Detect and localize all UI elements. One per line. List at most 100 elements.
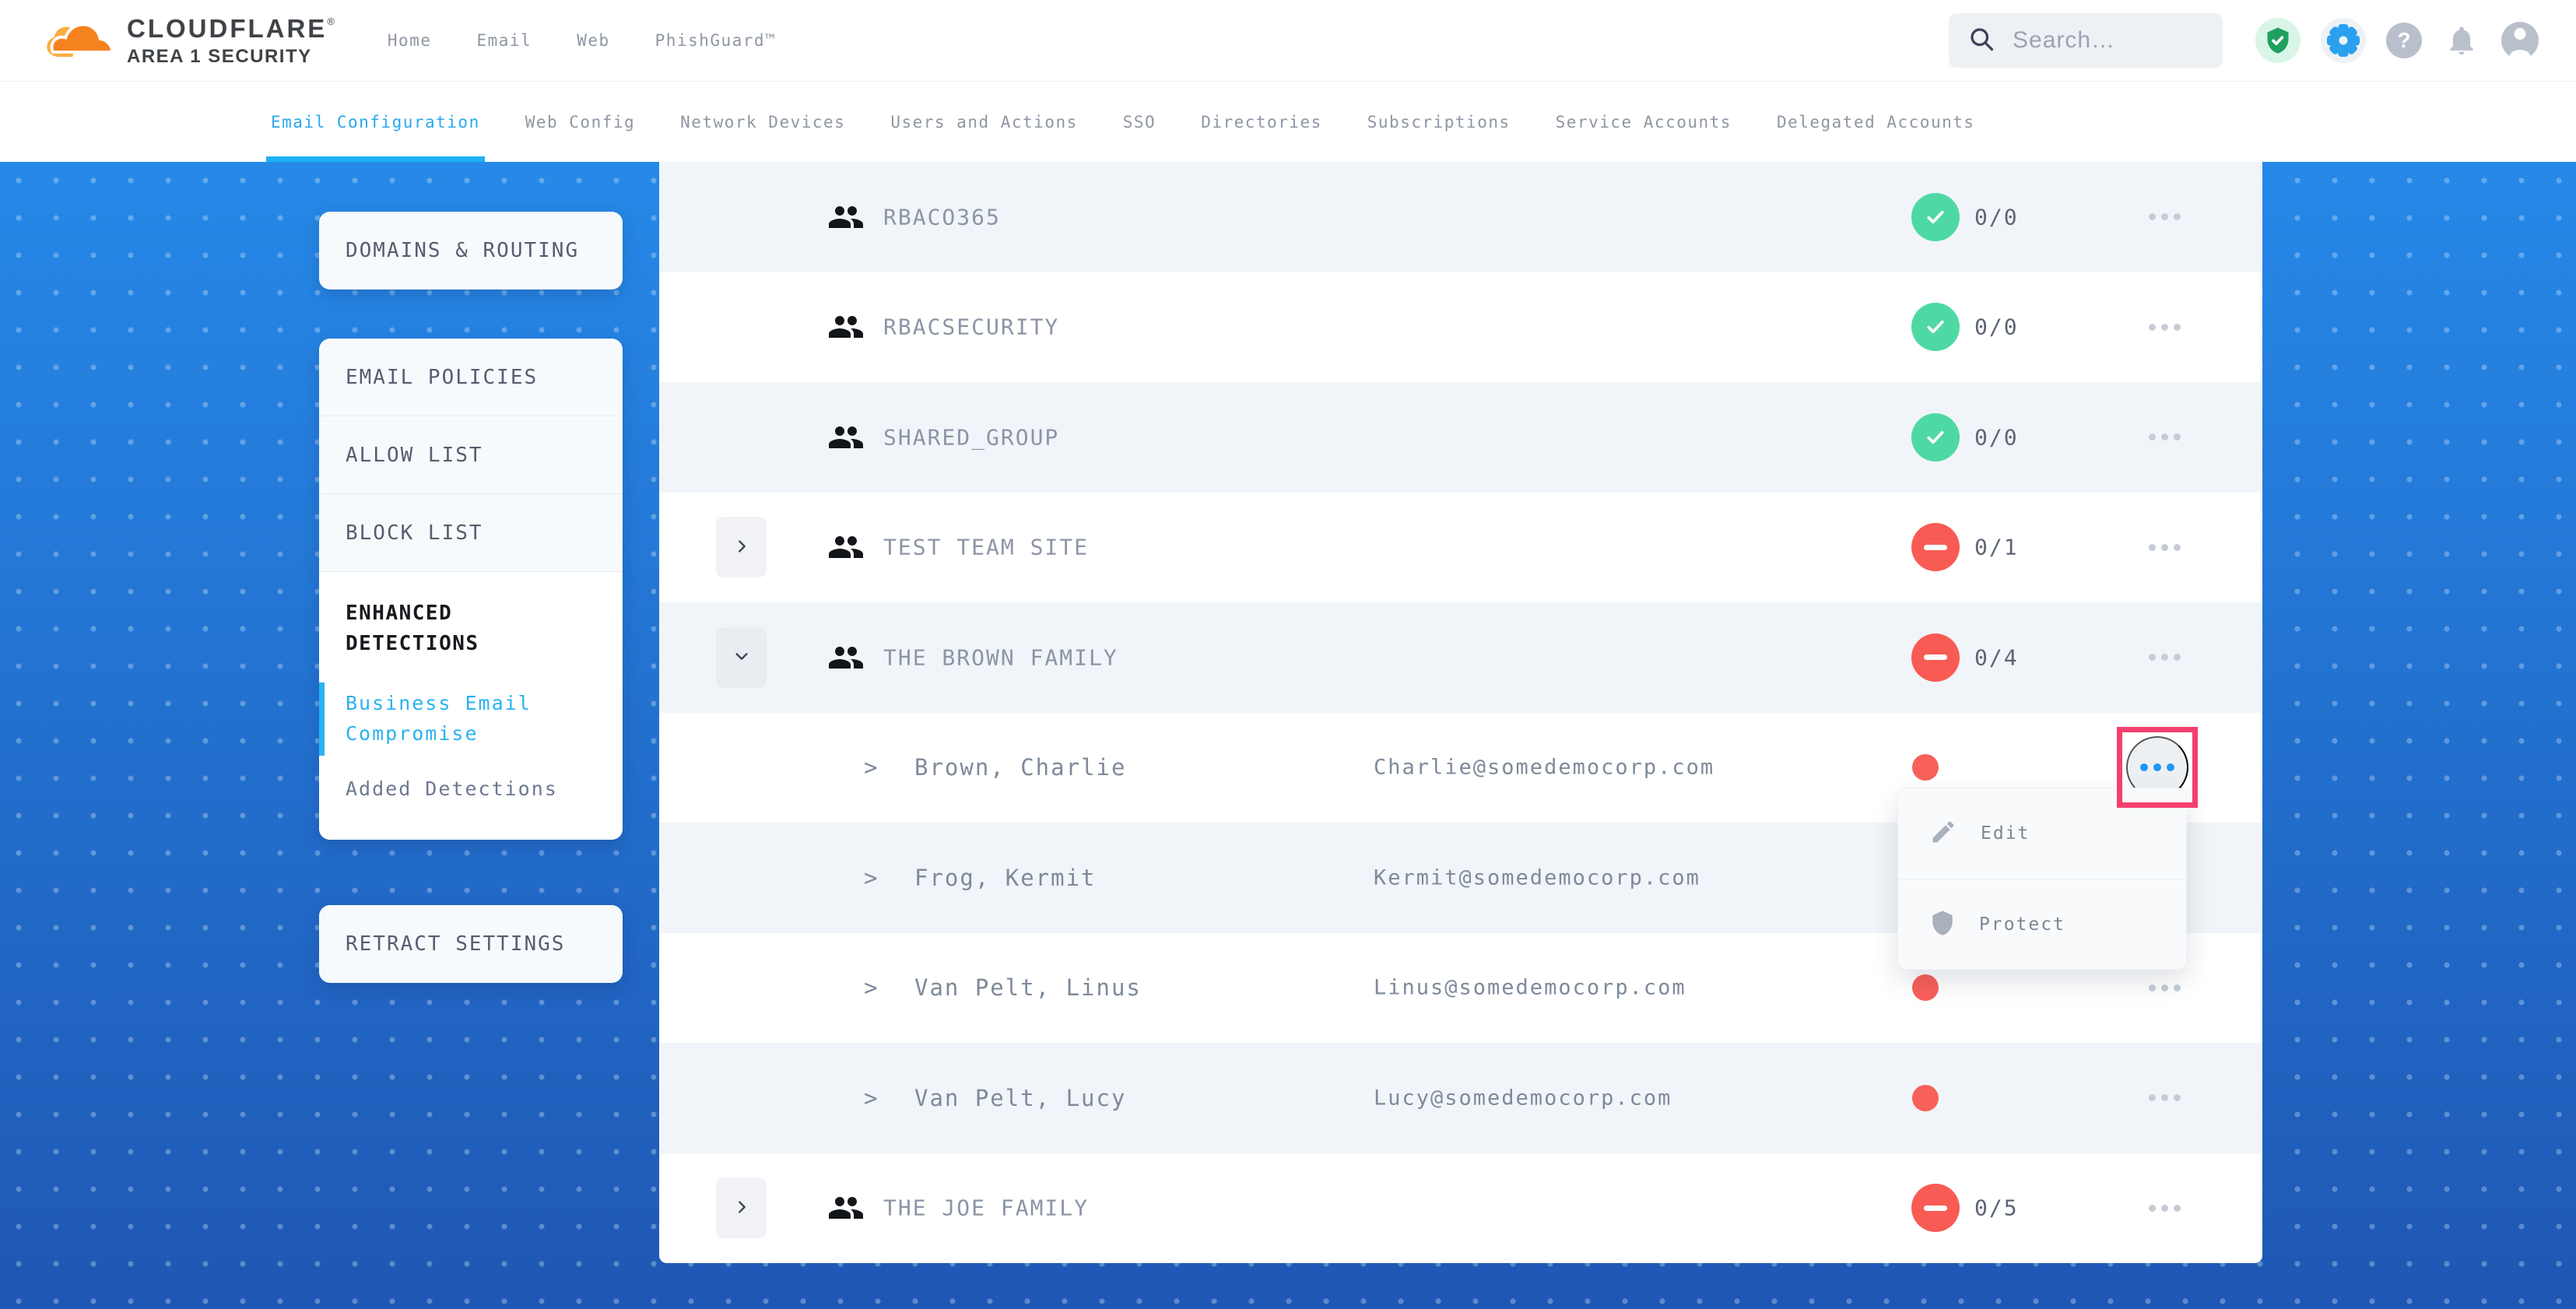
user-name: Frog, Kermit xyxy=(914,864,1097,891)
user-row-caret: > xyxy=(864,1084,878,1111)
protected-check-badge xyxy=(1911,303,1960,352)
search-icon xyxy=(1967,25,1995,56)
groups-table: RBACO365 0/0 RBACSECURITY 0/0 SHARED_G xyxy=(659,162,2262,1263)
sidebar-item-added-detections[interactable]: Added Detections xyxy=(346,777,558,800)
tab-network-devices[interactable]: Network Devices xyxy=(680,113,846,132)
row-context-menu: Edit Protect xyxy=(1897,788,2187,970)
row-overflow-menu-button[interactable] xyxy=(2144,642,2185,673)
sidebar-item-domains-routing[interactable]: DOMAINS & ROUTING xyxy=(319,212,623,290)
cloudflare-logo[interactable]: CLOUDFLARE ® AREA 1 SECURITY xyxy=(43,14,335,68)
tab-sso[interactable]: SSO xyxy=(1122,113,1156,132)
sidebar-item-retract-settings[interactable]: RETRACT SETTINGS xyxy=(319,905,623,983)
protection-count: 0/5 xyxy=(1974,1195,2019,1221)
sidebar-section-enhanced-detections[interactable]: ENHANCED DETECTIONS Business Email Compr… xyxy=(319,572,623,840)
table-row-group: THE BROWN FAMILY 0/4 xyxy=(659,602,2262,713)
chevron-right-icon xyxy=(733,1198,750,1218)
protection-count: 0/1 xyxy=(1974,534,2019,560)
registered-mark: ® xyxy=(327,15,335,27)
help-icon[interactable]: ? xyxy=(2386,23,2422,58)
collapse-group-button[interactable] xyxy=(716,626,767,688)
shield-icon xyxy=(1929,910,1956,939)
group-icon xyxy=(827,1189,865,1227)
row-overflow-menu-button[interactable] xyxy=(2144,1083,2185,1114)
row-overflow-menu-button[interactable] xyxy=(2144,1192,2185,1223)
brand-subtitle: AREA 1 SECURITY xyxy=(127,45,312,67)
enhanced-detections-title: ENHANCED DETECTIONS xyxy=(346,602,479,655)
sidebar-policies-card: EMAIL POLICIES ALLOW LIST BLOCK LIST ENH… xyxy=(319,339,623,840)
tab-service-accounts[interactable]: Service Accounts xyxy=(1555,113,1732,132)
user-email: Kermit@somedemocorp.com xyxy=(1374,865,1700,890)
user-name: Brown, Charlie xyxy=(914,754,1127,781)
account-avatar-icon[interactable] xyxy=(2501,22,2539,59)
group-icon xyxy=(827,308,865,346)
group-name: RBACO365 xyxy=(883,204,1001,230)
settings-gear-icon[interactable] xyxy=(2321,18,2366,63)
tab-subscriptions[interactable]: Subscriptions xyxy=(1367,113,1511,132)
expand-group-button[interactable] xyxy=(716,517,767,578)
row-overflow-menu-button[interactable] xyxy=(2144,532,2185,563)
row-overflow-menu-button[interactable] xyxy=(2144,202,2185,233)
primary-nav: Home Email Web PhishGuard™ xyxy=(388,31,776,50)
nav-home[interactable]: Home xyxy=(387,31,432,50)
protected-check-badge xyxy=(1911,412,1960,461)
group-icon xyxy=(827,419,865,456)
group-name: SHARED_GROUP xyxy=(883,424,1060,451)
tab-email-configuration[interactable]: Email Configuration xyxy=(266,82,485,162)
user-row-caret: > xyxy=(864,864,878,891)
user-row-caret: > xyxy=(864,754,878,781)
pencil-icon xyxy=(1929,818,1957,849)
table-row-group: TEST TEAM SITE 0/1 xyxy=(659,492,2262,602)
cloudflare-cloud-icon xyxy=(43,15,114,66)
unprotected-dot xyxy=(1912,1084,1939,1111)
security-status-icon[interactable] xyxy=(2255,18,2301,63)
row-overflow-menu-button[interactable] xyxy=(2144,311,2185,342)
unprotected-minus-badge xyxy=(1911,523,1960,572)
nav-email[interactable]: Email xyxy=(476,31,532,50)
nav-phishguard[interactable]: PhishGuard™ xyxy=(655,31,777,50)
expand-group-button[interactable] xyxy=(716,1177,767,1239)
protection-count: 0/0 xyxy=(1974,204,2019,230)
notifications-bell-icon[interactable] xyxy=(2442,21,2481,60)
tab-directories[interactable]: Directories xyxy=(1201,113,1322,132)
context-menu-item-protect[interactable]: Protect xyxy=(1898,879,2186,969)
tab-users-and-actions[interactable]: Users and Actions xyxy=(890,113,1078,132)
group-name: TEST TEAM SITE xyxy=(883,534,1090,560)
user-email: Lucy@somedemocorp.com xyxy=(1374,1086,1672,1111)
config-tab-bar: Email Configuration Web Config Network D… xyxy=(0,82,2576,162)
group-icon xyxy=(827,198,865,236)
sidebar-item-block-list[interactable]: BLOCK LIST xyxy=(319,494,623,572)
row-overflow-menu-button[interactable] xyxy=(2144,422,2185,453)
sidebar-item-allow-list[interactable]: ALLOW LIST xyxy=(319,416,623,494)
chevron-down-icon xyxy=(733,647,750,667)
context-menu-item-edit[interactable]: Edit xyxy=(1898,788,2186,879)
unprotected-minus-badge xyxy=(1911,1184,1960,1233)
brand-name: CLOUDFLARE xyxy=(127,13,328,43)
row-overflow-menu-button[interactable] xyxy=(2144,972,2185,1003)
group-name: RBACSECURITY xyxy=(883,314,1060,340)
group-name: THE JOE FAMILY xyxy=(883,1195,1090,1221)
table-row-group: THE JOE FAMILY 0/5 xyxy=(659,1153,2262,1263)
user-email: Charlie@somedemocorp.com xyxy=(1374,755,1715,780)
header-icon-row: ? xyxy=(2255,18,2539,63)
table-row-group: SHARED_GROUP 0/0 xyxy=(659,382,2262,493)
user-name: Van Pelt, Linus xyxy=(914,974,1142,1002)
sidebar-item-business-email-compromise[interactable]: Business Email Compromise xyxy=(319,683,563,755)
group-name: THE BROWN FAMILY xyxy=(883,644,1118,671)
tab-web-config[interactable]: Web Config xyxy=(525,113,636,132)
table-row-user: > Van Pelt, Lucy Lucy@somedemocorp.com xyxy=(659,1043,2262,1153)
group-icon xyxy=(827,639,865,676)
protection-count: 0/0 xyxy=(1974,314,2019,340)
protection-count: 0/0 xyxy=(1974,424,2019,451)
user-row-caret: > xyxy=(864,974,878,1002)
top-header: CLOUDFLARE ® AREA 1 SECURITY Home Email … xyxy=(0,0,2576,82)
search-input[interactable] xyxy=(2013,27,2199,54)
nav-web[interactable]: Web xyxy=(577,31,610,50)
table-row-group: RBACO365 0/0 xyxy=(659,162,2262,272)
tab-delegated-accounts[interactable]: Delegated Accounts xyxy=(1776,113,1975,132)
unprotected-dot xyxy=(1912,974,1939,1002)
sidebar-item-email-policies[interactable]: EMAIL POLICIES xyxy=(319,339,623,416)
search-box[interactable] xyxy=(1949,13,2223,68)
chevron-right-icon xyxy=(733,538,750,557)
user-email: Linus@somedemocorp.com xyxy=(1374,975,1686,1000)
user-name: Van Pelt, Lucy xyxy=(914,1084,1127,1111)
